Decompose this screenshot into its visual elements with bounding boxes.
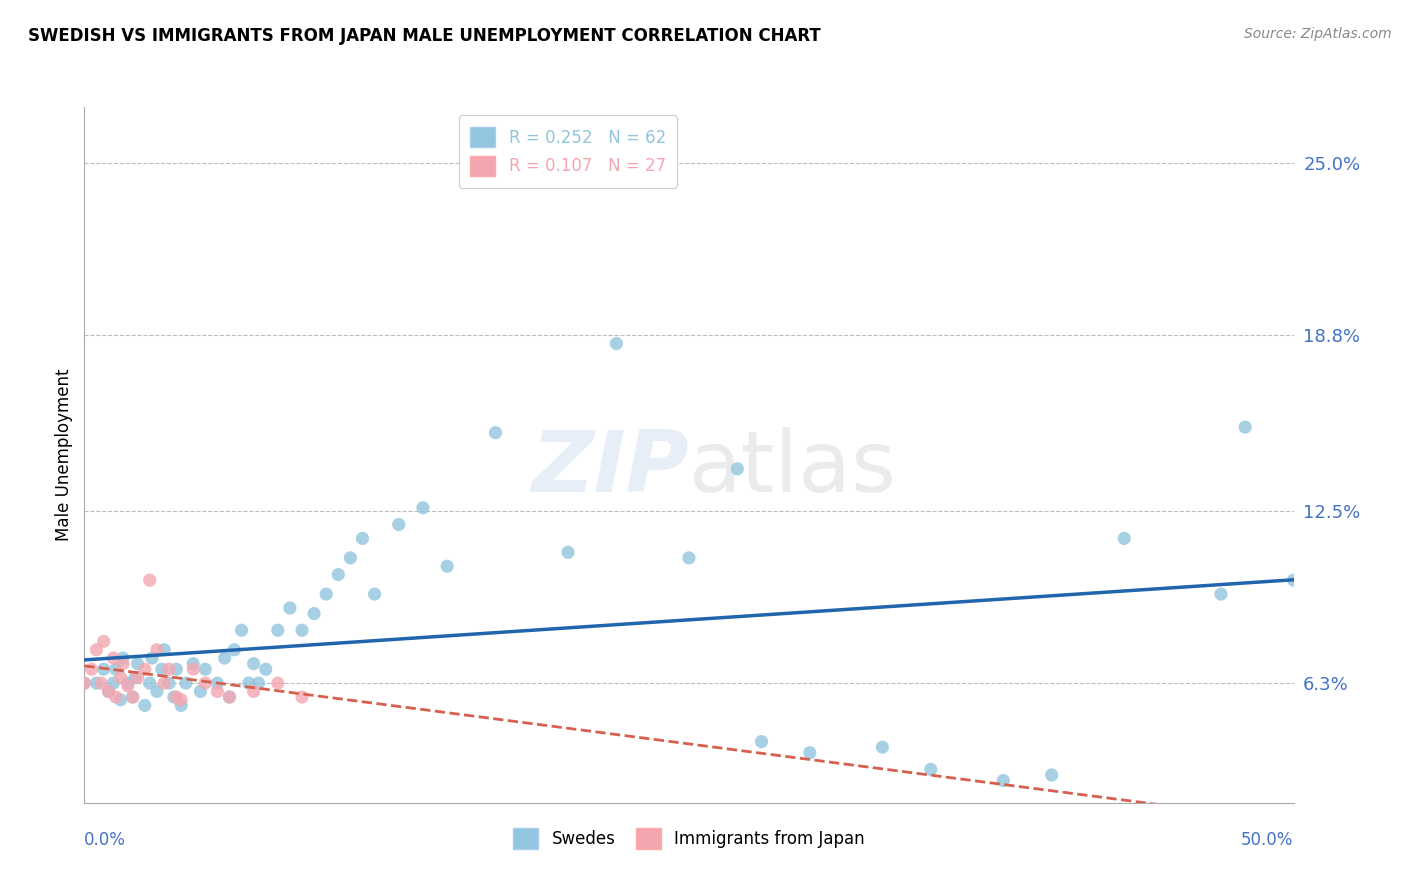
Point (153, 676, 176, 690)
Point (436, 559, 458, 574)
Point (157, 676, 180, 690)
Point (121, 690, 143, 704)
Point (190, 684, 212, 698)
Point (484, 425, 506, 440)
Point (291, 690, 314, 704)
Point (920, 763, 942, 777)
Point (1209, 587, 1232, 601)
Point (174, 676, 197, 690)
Point (218, 690, 240, 704)
Point (117, 679, 139, 693)
Point (86, 676, 108, 690)
Point (247, 676, 270, 690)
Point (90, 676, 112, 690)
Point (242, 657, 264, 671)
Text: ZIP: ZIP (531, 427, 689, 510)
Point (278, 601, 301, 615)
Text: Source: ZipAtlas.com: Source: ZipAtlas.com (1244, 27, 1392, 41)
Point (799, 746, 821, 760)
Point (1282, 573, 1305, 587)
Point (104, 690, 127, 704)
Point (194, 662, 217, 676)
Point (127, 671, 149, 685)
Point (127, 657, 149, 671)
Point (181, 662, 204, 676)
Point (138, 676, 160, 690)
Point (302, 607, 325, 621)
Point (207, 684, 229, 698)
Point (138, 573, 160, 587)
Point (163, 690, 186, 704)
Point (165, 690, 187, 704)
Point (751, 734, 773, 748)
Point (93, 634, 115, 648)
Point (134, 662, 156, 676)
Point (993, 773, 1015, 788)
Point (104, 662, 127, 676)
Point (242, 684, 264, 698)
Point (117, 676, 139, 690)
Point (231, 624, 253, 638)
Point (267, 676, 290, 690)
Point (153, 642, 176, 657)
Point (157, 662, 180, 676)
Point (291, 624, 314, 638)
Point (207, 676, 229, 690)
Point (146, 642, 169, 657)
Point (110, 693, 132, 707)
Point (1234, 420, 1257, 434)
Point (557, 545, 579, 559)
Point (352, 532, 374, 546)
Point (86, 642, 108, 657)
Text: 0.0%: 0.0% (84, 830, 127, 848)
Legend: Swedes, Immigrants from Japan: Swedes, Immigrants from Japan (505, 820, 873, 857)
Point (328, 567, 350, 582)
Point (124, 671, 146, 685)
Point (150, 662, 173, 676)
Point (97, 684, 120, 698)
Point (170, 698, 193, 713)
Point (363, 587, 385, 601)
Point (214, 651, 236, 665)
Point (388, 517, 411, 532)
Point (121, 690, 143, 704)
Text: 50.0%: 50.0% (1241, 830, 1294, 848)
Text: atlas: atlas (689, 427, 897, 510)
Point (267, 624, 290, 638)
Point (134, 698, 156, 713)
Point (146, 684, 169, 698)
Point (412, 500, 434, 515)
Point (224, 642, 246, 657)
Point (93, 662, 115, 676)
Point (110, 671, 132, 685)
Point (238, 676, 260, 690)
Point (141, 651, 163, 665)
Point (218, 690, 240, 704)
Y-axis label: Male Unemployment: Male Unemployment (55, 368, 73, 541)
Point (165, 662, 187, 676)
Point (73, 676, 96, 690)
Point (1040, 768, 1063, 782)
Point (103, 651, 125, 665)
Point (315, 587, 337, 601)
Point (605, 336, 627, 351)
Point (678, 550, 700, 565)
Point (194, 676, 217, 690)
Point (1114, 532, 1136, 546)
Point (73, 676, 96, 690)
Point (112, 651, 135, 665)
Text: SWEDISH VS IMMIGRANTS FROM JAPAN MALE UNEMPLOYMENT CORRELATION CHART: SWEDISH VS IMMIGRANTS FROM JAPAN MALE UN… (28, 27, 821, 45)
Point (254, 662, 277, 676)
Point (103, 676, 125, 690)
Point (170, 693, 193, 707)
Point (112, 657, 135, 671)
Point (339, 550, 361, 565)
Point (97, 684, 120, 698)
Point (181, 657, 204, 671)
Point (80, 662, 103, 676)
Point (872, 740, 894, 755)
Point (725, 462, 748, 476)
